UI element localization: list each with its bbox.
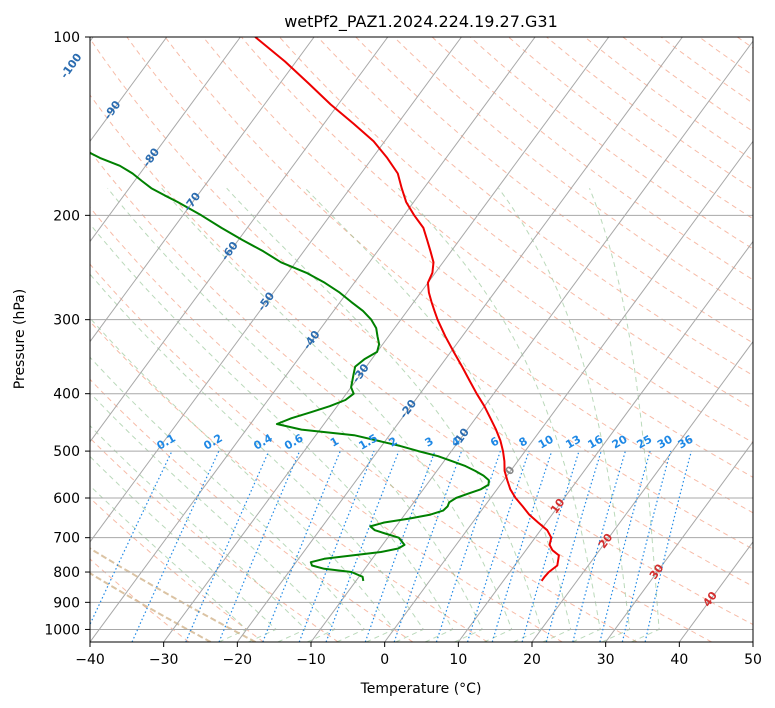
dry-adiabat: [90, 378, 414, 642]
moist-adiabat: [304, 187, 572, 642]
temperature-profile: [254, 37, 560, 582]
x-tick-label: 30: [597, 652, 615, 668]
mixing-ratio-line: [218, 450, 301, 642]
profile-series: [90, 37, 560, 582]
moist-adiabat: [90, 455, 277, 642]
moist-adiabat: [161, 187, 513, 642]
x-tick-label: −20: [223, 652, 253, 668]
mixing-ratio-line: [545, 450, 602, 642]
dry-adiabat: [90, 263, 563, 642]
y-tick-label: 300: [53, 313, 80, 329]
x-tick-label: −30: [149, 652, 179, 668]
dry-adiabat: [241, 37, 753, 444]
y-tick-label: 600: [53, 491, 80, 507]
isotherm-line: [90, 37, 536, 642]
mixing-ratio-line: [325, 450, 400, 642]
moist-adiabat: [589, 188, 660, 642]
dry-adiabat: [355, 37, 753, 344]
mixing-ratio-line: [435, 450, 501, 642]
mixing-ratio-line: [262, 450, 341, 642]
dry-adiabat: [317, 37, 753, 377]
moist-adiabat: [397, 187, 601, 642]
isotherm-label: -100: [58, 51, 85, 81]
dewpoint-profile: [90, 151, 490, 582]
x-axis-label: Temperature (°C): [360, 681, 482, 697]
x-tick-label: 40: [670, 652, 688, 668]
isotherm-line: [163, 37, 610, 642]
dry-adiabat: [164, 37, 753, 514]
moist-adiabat: [90, 273, 425, 642]
background-grid: [90, 37, 753, 642]
reference-adiabat: [90, 572, 212, 642]
isotherm-line: [90, 37, 389, 443]
mixing-ratio-line: [466, 450, 530, 642]
mixing-ratio-line: [393, 450, 463, 642]
mixing-ratio-line: [572, 450, 626, 642]
axis-ticks: −40 −30 −20 −10 0 10 20 30 40 50 1000 900 800 700 600 5…: [44, 30, 762, 668]
y-tick-label: 900: [53, 595, 80, 611]
x-tick-label: −10: [296, 652, 326, 668]
dry-adiabat: [90, 37, 753, 587]
moist-adiabat: [90, 223, 454, 642]
isotherm-line: [457, 240, 753, 642]
moist-adiabat: [226, 187, 542, 642]
x-tick-label: 20: [523, 652, 541, 668]
isotherm-line: [384, 140, 753, 642]
x-tick-label: −40: [75, 652, 105, 668]
y-tick-label: 700: [53, 531, 80, 547]
y-tick-label: 800: [53, 565, 80, 581]
dry-adiabat: [90, 150, 712, 642]
x-tick-label: 10: [449, 652, 467, 668]
plot-frame: [89, 36, 754, 643]
mixing-ratio-line: [644, 450, 692, 642]
y-tick-label: 100: [53, 30, 80, 46]
isotherm-line: [605, 440, 753, 642]
mixing-ratio-line: [491, 450, 553, 642]
mixing-ratio-line: [185, 450, 270, 642]
isotherm-line: [531, 340, 753, 642]
y-tick-label: 400: [53, 387, 80, 403]
y-axis-label: Pressure (hPa): [12, 289, 28, 389]
isotherm-line: [752, 641, 753, 642]
isotherm-line: [90, 37, 315, 343]
y-tick-label: 500: [53, 444, 80, 460]
mixing-ratio-line: [298, 450, 375, 642]
moist-adiabat: [90, 317, 395, 642]
isotherm-line: [90, 37, 462, 543]
mixing-ratio-line: [521, 450, 580, 642]
y-tick-label: 200: [53, 208, 80, 224]
moist-adiabat: [498, 187, 631, 642]
isotherm-line: [236, 37, 683, 642]
mixing-ratio-line: [621, 450, 672, 642]
isotherm-line: [310, 40, 753, 642]
mixing-ratio-line: [599, 450, 651, 642]
isotherm-line: [90, 37, 241, 243]
isotherm-line: [90, 37, 168, 143]
x-tick-label: 50: [744, 652, 762, 668]
moist-adiabat: [90, 356, 366, 642]
x-tick-label: 0: [380, 652, 389, 668]
moist-adiabat: [90, 424, 307, 642]
moist-adiabat: [107, 187, 483, 642]
moist-adiabat: [90, 392, 336, 642]
mixing-ratio-line: [364, 450, 436, 642]
y-tick-label: 1000: [44, 622, 80, 638]
dry-adiabat: [90, 94, 753, 626]
chart-title: wetPf2_PAZ1.2024.224.19.27.G31: [284, 12, 558, 32]
